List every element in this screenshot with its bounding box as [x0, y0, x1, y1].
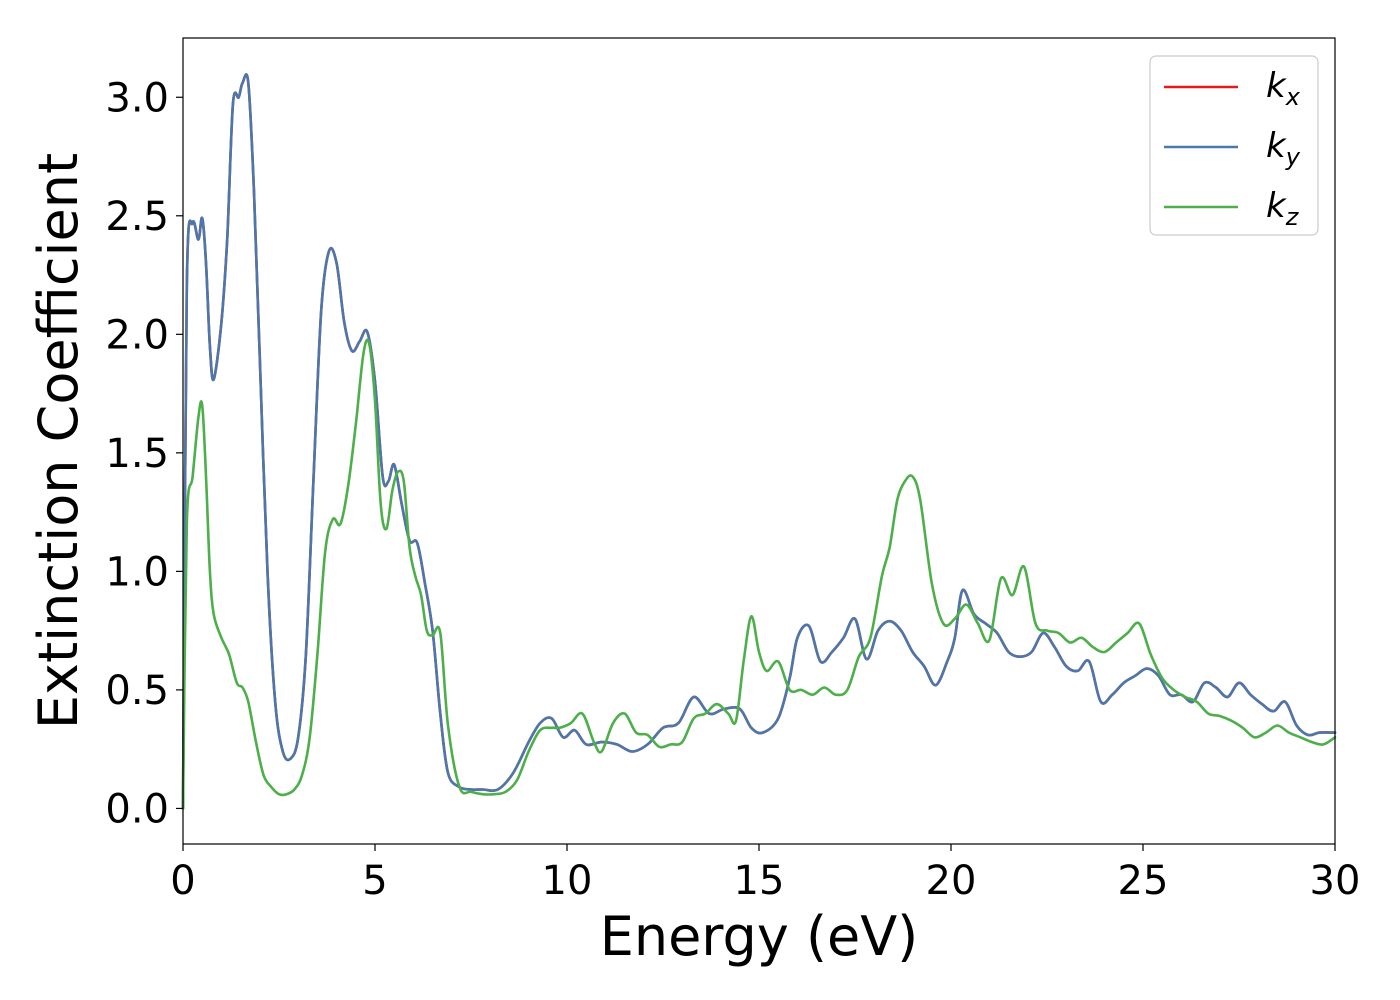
x-axis-label: Energy (eV): [600, 905, 919, 968]
x-tick-label: 0: [170, 858, 195, 904]
series-layer: [181, 73, 1337, 810]
x-tick-label: 15: [734, 858, 785, 904]
y-tick-label: 2.5: [105, 194, 169, 240]
legend-label-subscript: y: [1285, 143, 1301, 171]
x-tick-label: 30: [1310, 858, 1361, 904]
legend-label-subscript: x: [1285, 83, 1301, 111]
y-axis-ticks: 0.0 0.5 1.0 1.5 2.0 2.5 3.0: [105, 75, 183, 832]
legend-label-k-y: ky: [1266, 126, 1301, 171]
series-line-k-z: [181, 338, 1337, 810]
y-tick-label: 2.0: [105, 312, 169, 358]
legend-label-subscript: z: [1285, 203, 1300, 231]
y-tick-label: 0.5: [105, 668, 169, 714]
y-axis-label: Extinction Coefficient: [27, 153, 90, 729]
legend-label-main: k: [1266, 66, 1287, 106]
legend-label-main: k: [1266, 186, 1287, 226]
legend-label-k-z: kz: [1266, 186, 1300, 231]
x-tick-label: 20: [926, 858, 977, 904]
y-tick-label: 3.0: [105, 75, 169, 121]
y-tick-label: 1.0: [105, 549, 169, 595]
legend-label-main: k: [1266, 126, 1287, 166]
y-tick-label: 0.0: [105, 786, 169, 832]
x-tick-label: 10: [542, 858, 593, 904]
series-line-k-y: [181, 73, 1337, 810]
x-tick-label: 5: [362, 858, 387, 904]
x-axis-ticks: 0 5 10 15 20 25 30: [170, 844, 1360, 904]
x-tick-label: 25: [1118, 858, 1169, 904]
legend-box: [1149, 55, 1319, 236]
y-tick-label: 1.5: [105, 431, 169, 477]
legend-label-k-x: kx: [1266, 66, 1301, 111]
